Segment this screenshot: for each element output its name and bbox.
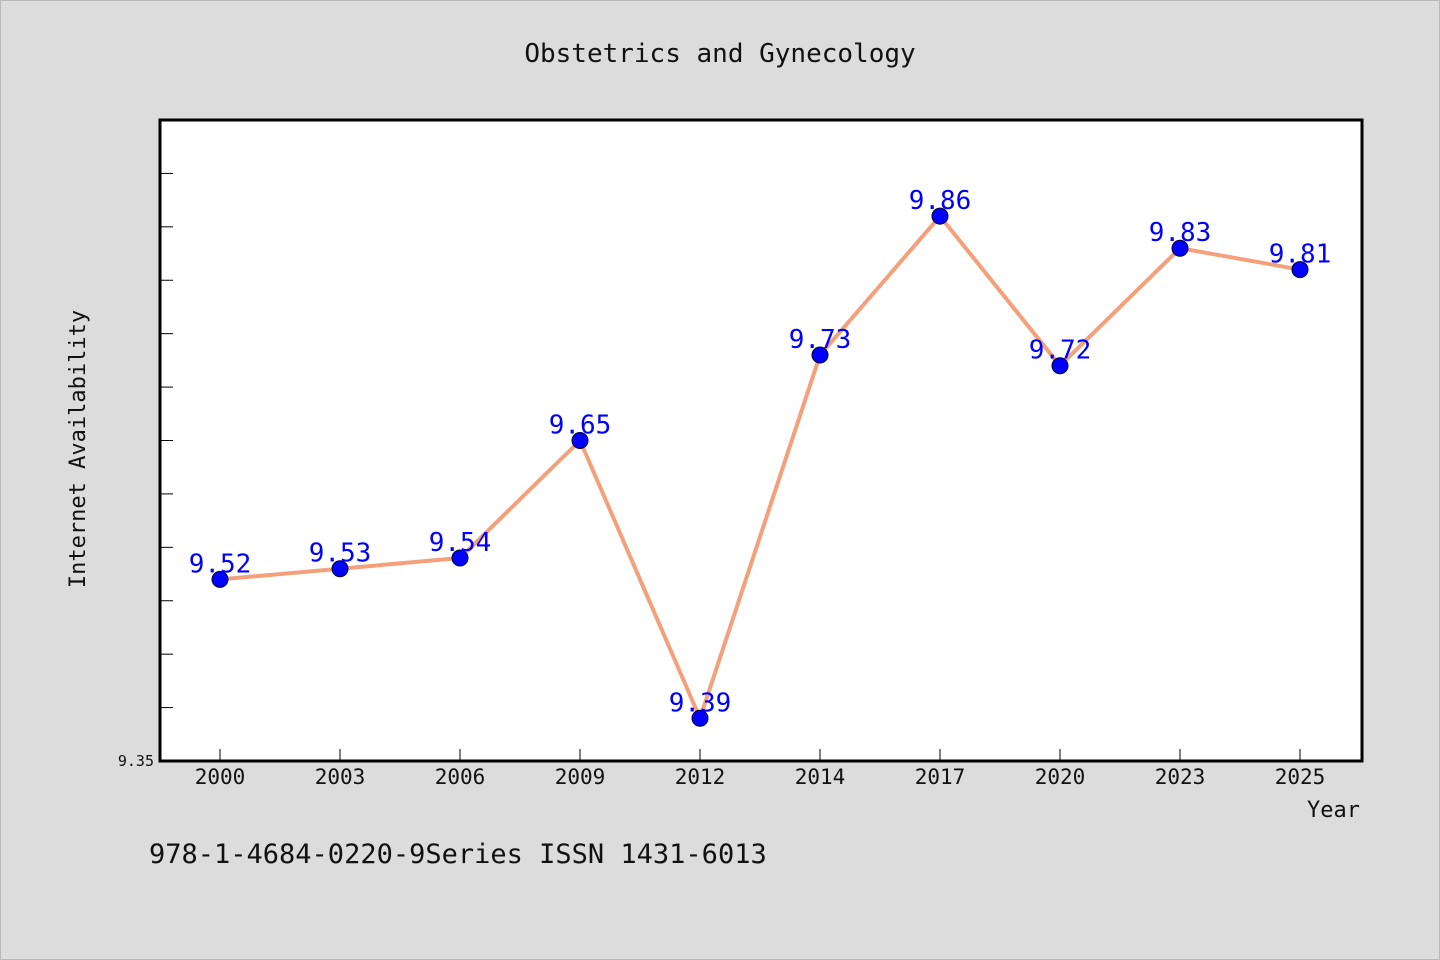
data-point xyxy=(1051,357,1069,375)
data-label: 9.73 xyxy=(789,325,852,355)
x-axis-label: Year xyxy=(1307,798,1360,823)
data-point xyxy=(211,570,229,588)
data-point xyxy=(331,560,349,578)
data-point xyxy=(691,709,709,727)
data-label: 9.54 xyxy=(429,528,492,558)
footer-text: 978-1-4684-0220-9Series ISSN 1431-6013 xyxy=(149,839,767,870)
data-point xyxy=(571,432,589,449)
y-axis-ticks: 9.35 xyxy=(118,119,173,770)
x-tick-label: 2012 xyxy=(675,765,726,789)
data-label: 9.83 xyxy=(1149,218,1212,248)
data-label: 9.39 xyxy=(669,688,732,718)
data-point xyxy=(1291,261,1309,279)
y-axis-label: Internet Availability xyxy=(66,310,91,588)
series-group: 9.52 9.53 9.54 9.65 9.39 9.73 9.86 9.72 9.83 9.81 xyxy=(189,186,1332,727)
data-point xyxy=(451,549,469,567)
x-tick-label: 2023 xyxy=(1155,765,1206,789)
x-tick-label: 2009 xyxy=(555,765,606,789)
data-label: 9.86 xyxy=(909,186,972,216)
x-tick-label: 2000 xyxy=(195,765,246,789)
x-tick-label: 2017 xyxy=(915,765,966,789)
data-point xyxy=(931,207,949,225)
data-label: 9.72 xyxy=(1029,336,1092,366)
plot-area xyxy=(158,118,1364,763)
x-tick-label: 2020 xyxy=(1035,765,1086,789)
data-point xyxy=(1171,239,1189,257)
chart-title: Obstetrics and Gynecology xyxy=(524,39,915,69)
x-tick-label: 2025 xyxy=(1275,765,1326,789)
x-tick-label: 2006 xyxy=(435,765,486,789)
x-tick-label: 2003 xyxy=(315,765,366,789)
series-line xyxy=(218,214,1302,721)
data-label: 9.81 xyxy=(1269,240,1332,270)
y-tick-label: 9.35 xyxy=(118,752,154,770)
data-label: 9.52 xyxy=(189,549,252,579)
data-point xyxy=(811,346,829,364)
x-axis-ticks: 2000 2003 2006 2009 2012 2014 2017 2020 2023 2025 xyxy=(195,749,1326,789)
data-label: 9.53 xyxy=(309,539,372,569)
x-tick-label: 2014 xyxy=(795,765,846,789)
data-label: 9.65 xyxy=(549,411,612,441)
